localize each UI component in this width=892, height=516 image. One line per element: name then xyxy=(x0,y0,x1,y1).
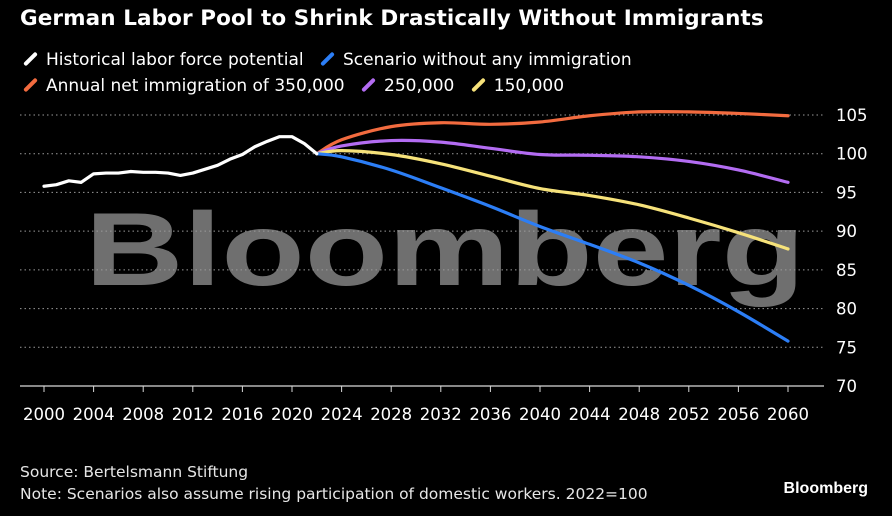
legend-item-350k: Annual net immigration of 350,000 xyxy=(22,76,345,96)
x-tick-label-2020: 2020 xyxy=(271,405,313,424)
legend-label-150k: 150,000 xyxy=(493,76,565,96)
series-line-n350 xyxy=(315,109,790,156)
y-tick-label-70: 70 xyxy=(836,377,857,396)
x-tick-label-2040: 2040 xyxy=(519,405,561,424)
x-tick-label-2044: 2044 xyxy=(569,405,611,424)
legend-row-1: Historical labor force potential Scenari… xyxy=(22,50,642,70)
x-tick-label-2016: 2016 xyxy=(221,405,263,424)
x-tick-label-2032: 2032 xyxy=(420,405,462,424)
bloomberg-logo: Bloomberg xyxy=(783,480,868,497)
x-tick-label-2012: 2012 xyxy=(172,405,214,424)
legend-label-historical: Historical labor force potential xyxy=(46,50,304,70)
series-line-historical xyxy=(42,135,319,188)
y-tick-label-80: 80 xyxy=(836,300,857,319)
x-tick-label-2008: 2008 xyxy=(122,405,164,424)
x-tick-label-2024: 2024 xyxy=(321,405,363,424)
source-text: Source: Bertelsmann Stiftung xyxy=(20,463,249,481)
chart-title: German Labor Pool to Shrink Drastically … xyxy=(20,6,764,31)
series-line-no-immigration xyxy=(315,152,790,343)
y-tick-label-90: 90 xyxy=(836,222,857,241)
y-tick-label-75: 75 xyxy=(836,338,857,357)
x-axis-ticks: 2000 2004 2008 2012 2016 2020 2024 2028 2032 2036… xyxy=(23,386,809,424)
x-tick-label-2060: 2060 xyxy=(767,405,809,424)
series-line-n250 xyxy=(315,138,790,184)
x-tick-label-2028: 2028 xyxy=(370,405,412,424)
y-tick-label-95: 95 xyxy=(836,183,857,202)
bloomberg-watermark: Bloomberg xyxy=(85,192,805,308)
series-line-n150 xyxy=(315,149,790,251)
legend-label-no-immigration: Scenario without any immigration xyxy=(343,50,632,70)
legend-item-historical: Historical labor force potential xyxy=(22,50,304,70)
y-tick-label-105: 105 xyxy=(836,106,868,125)
series-lines xyxy=(42,109,790,343)
y-axis-ticks: 70 75 80 85 90 95 100 105 xyxy=(836,106,868,396)
x-tick-label-2048: 2048 xyxy=(618,405,660,424)
legend-item-150k: 150,000 xyxy=(470,76,564,96)
legend-label-350k: Annual net immigration of 350,000 xyxy=(46,76,345,96)
x-tick-label-2056: 2056 xyxy=(717,405,759,424)
grid-lines xyxy=(20,114,824,387)
legend-item-250k: 250,000 xyxy=(360,76,454,96)
legend-row-2: Annual net immigration of 350,000 250,00… xyxy=(22,76,574,96)
x-tick-label-2000: 2000 xyxy=(23,405,65,424)
legend-item-no-immigration: Scenario without any immigration xyxy=(319,50,632,70)
note-text: Note: Scenarios also assume rising parti… xyxy=(20,485,648,503)
legend-label-250k: 250,000 xyxy=(384,76,455,96)
x-tick-label-2004: 2004 xyxy=(73,405,115,424)
x-tick-label-2052: 2052 xyxy=(668,405,710,424)
x-tick-label-2036: 2036 xyxy=(469,405,511,424)
y-tick-label-100: 100 xyxy=(836,145,868,164)
y-tick-label-85: 85 xyxy=(836,261,857,280)
